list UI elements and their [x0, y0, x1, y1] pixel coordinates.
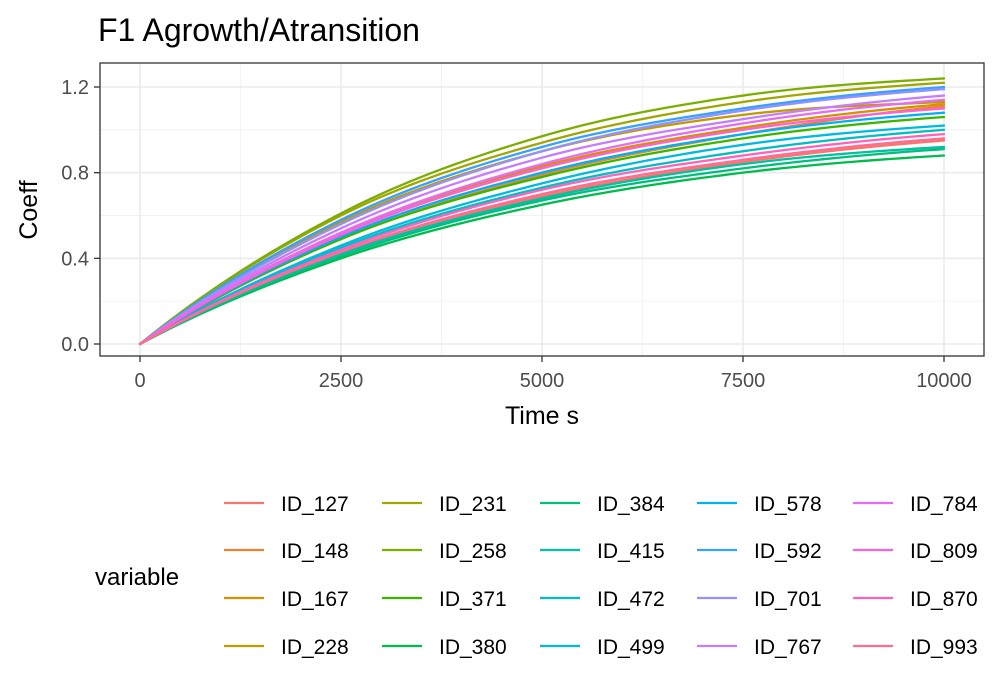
legend-label: ID_167 — [281, 588, 349, 611]
y-tick-label: 0.0 — [61, 334, 89, 356]
legend-item: ID_499 — [540, 636, 665, 659]
series-line-id-701 — [138, 87, 946, 346]
legend-item: ID_380 — [382, 636, 507, 659]
legend-label: ID_148 — [281, 540, 349, 563]
legend-item: ID_167 — [224, 588, 349, 611]
legend-item: ID_415 — [540, 540, 665, 563]
legend-items: ID_127 ID_148 ID_167 ID_228 ID_231 ID_258 ID_3… — [224, 493, 978, 659]
series-lines — [138, 77, 946, 346]
legend-item: ID_258 — [382, 540, 507, 563]
legend-item: ID_472 — [540, 588, 665, 611]
series-line-id-499 — [138, 124, 946, 346]
legend-item: ID_228 — [224, 636, 349, 659]
y-tick-label: 0.4 — [61, 248, 89, 270]
legend-label: ID_993 — [910, 636, 978, 659]
x-tick-label: 7500 — [721, 370, 766, 392]
x-tick-label: 0 — [134, 370, 145, 392]
series-line-id-380 — [138, 154, 946, 346]
x-tick-label: 2500 — [319, 370, 364, 392]
series-line-id-384 — [138, 147, 946, 346]
legend-label: ID_472 — [597, 588, 665, 611]
legend-label: ID_701 — [754, 588, 822, 611]
series-line-id-870 — [138, 132, 946, 346]
legend-item: ID_784 — [853, 493, 978, 516]
legend-item: ID_870 — [853, 588, 978, 611]
y-axis: 0.0 0.4 0.8 1.2 — [61, 77, 100, 356]
legend-item: ID_371 — [382, 588, 507, 611]
series-line-id-578 — [138, 111, 946, 346]
legend-title: variable — [95, 564, 179, 591]
legend-label: ID_809 — [910, 540, 978, 563]
series-line-id-592 — [138, 85, 946, 346]
legend-item: ID_592 — [697, 540, 822, 563]
chart-title: F1 Agrowth/Atransition — [98, 12, 420, 48]
legend-label: ID_231 — [439, 493, 507, 516]
legend-label: ID_578 — [754, 493, 822, 516]
legend-item: ID_148 — [224, 540, 349, 563]
series-line-id-371 — [138, 115, 946, 346]
series-line-id-993 — [138, 137, 946, 346]
legend-label: ID_228 — [281, 636, 349, 659]
series-line-id-809 — [138, 107, 946, 346]
legend: variable ID_127ID_148ID_167ID_228ID_231I… — [95, 493, 978, 659]
legend-label: ID_415 — [597, 540, 665, 563]
legend-item: ID_809 — [853, 540, 978, 563]
legend-label: ID_384 — [597, 493, 665, 516]
legend-item: ID_767 — [697, 636, 822, 659]
legend-label: ID_371 — [439, 588, 507, 611]
legend-label: ID_258 — [439, 540, 507, 563]
legend-label: ID_499 — [597, 636, 665, 659]
y-tick-label: 0.8 — [61, 163, 89, 185]
legend-label: ID_767 — [754, 636, 822, 659]
x-tick-label: 5000 — [520, 370, 565, 392]
y-tick-label: 1.2 — [61, 77, 89, 99]
series-line-id-472 — [138, 128, 946, 346]
legend-label: ID_380 — [439, 636, 507, 659]
series-line-id-784 — [138, 98, 946, 346]
legend-label: ID_784 — [910, 493, 978, 516]
legend-item: ID_578 — [697, 493, 822, 516]
y-axis-title: Coeff — [15, 180, 43, 239]
series-line-id-767 — [138, 94, 946, 346]
series-line-id-415 — [138, 145, 946, 346]
legend-label: ID_870 — [910, 588, 978, 611]
x-tick-label: 10000 — [916, 370, 972, 392]
legend-item: ID_701 — [697, 588, 822, 611]
legend-label: ID_127 — [281, 493, 349, 516]
legend-item: ID_231 — [382, 493, 507, 516]
series-line-id-258 — [138, 77, 946, 346]
legend-item: ID_993 — [853, 636, 978, 659]
legend-item: ID_384 — [540, 493, 665, 516]
legend-item: ID_127 — [224, 493, 349, 516]
x-axis-title: Time s — [505, 402, 579, 430]
plot-area — [99, 62, 985, 357]
x-axis: 0 2500 5000 7500 10000 — [134, 356, 972, 392]
legend-label: ID_592 — [754, 540, 822, 563]
